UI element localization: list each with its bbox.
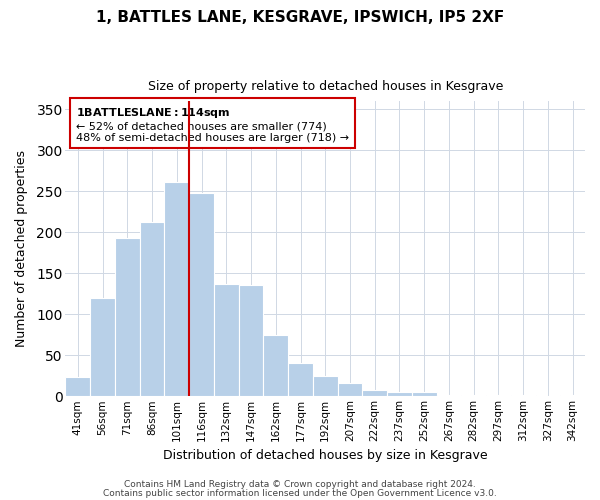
Bar <box>189 193 214 396</box>
Bar <box>90 298 115 396</box>
Title: Size of property relative to detached houses in Kesgrave: Size of property relative to detached ho… <box>148 80 503 93</box>
Text: $\bf{1 BATTLES LANE: 114sqm}$
← 52% of detached houses are smaller (774)
48% of : $\bf{1 BATTLES LANE: 114sqm}$ ← 52% of d… <box>76 106 349 142</box>
Text: Contains public sector information licensed under the Open Government Licence v3: Contains public sector information licen… <box>103 488 497 498</box>
Bar <box>164 182 189 396</box>
Bar <box>263 335 288 396</box>
Text: 1, BATTLES LANE, KESGRAVE, IPSWICH, IP5 2XF: 1, BATTLES LANE, KESGRAVE, IPSWICH, IP5 … <box>96 10 504 25</box>
Bar <box>387 392 412 396</box>
Bar <box>412 392 437 396</box>
Bar <box>313 376 338 396</box>
Bar <box>239 285 263 397</box>
Bar <box>288 362 313 396</box>
Bar <box>362 390 387 396</box>
Bar <box>214 284 239 397</box>
X-axis label: Distribution of detached houses by size in Kesgrave: Distribution of detached houses by size … <box>163 450 488 462</box>
Text: Contains HM Land Registry data © Crown copyright and database right 2024.: Contains HM Land Registry data © Crown c… <box>124 480 476 489</box>
Bar <box>65 376 90 396</box>
Bar <box>338 383 362 396</box>
Y-axis label: Number of detached properties: Number of detached properties <box>15 150 28 347</box>
Bar <box>140 222 164 396</box>
Bar <box>437 394 461 396</box>
Bar <box>115 238 140 396</box>
